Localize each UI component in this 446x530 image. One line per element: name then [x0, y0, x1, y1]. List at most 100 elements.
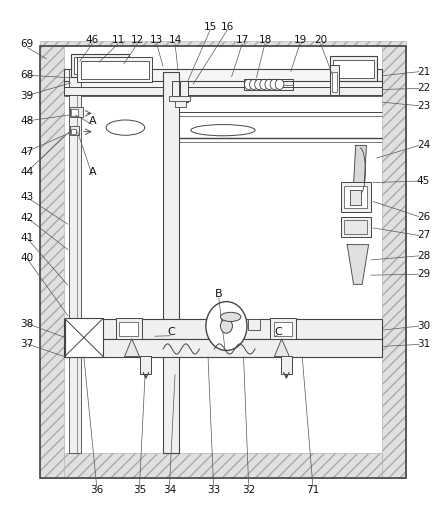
Text: 29: 29	[417, 269, 430, 279]
Bar	[163, 72, 179, 453]
Bar	[120, 322, 138, 336]
Bar	[169, 96, 190, 101]
Text: 14: 14	[169, 35, 182, 45]
Text: 33: 33	[207, 485, 220, 495]
Circle shape	[244, 80, 253, 90]
Bar	[330, 65, 339, 94]
Bar	[40, 46, 64, 478]
Text: 24: 24	[417, 140, 430, 151]
Circle shape	[206, 302, 247, 350]
Text: 71: 71	[306, 485, 319, 495]
Text: 35: 35	[133, 485, 146, 495]
Text: 38: 38	[20, 319, 33, 329]
Bar	[382, 46, 406, 478]
Text: 48: 48	[20, 116, 33, 126]
Bar	[78, 57, 153, 82]
Bar	[175, 100, 186, 107]
Bar	[64, 87, 382, 94]
Text: 22: 22	[417, 83, 430, 93]
Text: 19: 19	[293, 35, 307, 45]
Text: 31: 31	[417, 339, 430, 349]
Text: 44: 44	[20, 167, 33, 177]
Text: 39: 39	[20, 91, 33, 101]
Bar	[64, 320, 382, 339]
Text: 27: 27	[417, 231, 430, 241]
Bar	[172, 81, 179, 96]
Bar	[74, 57, 125, 74]
Text: 18: 18	[258, 35, 272, 45]
Bar	[273, 322, 293, 336]
Text: 13: 13	[150, 35, 163, 45]
Text: 40: 40	[21, 253, 33, 263]
Bar	[281, 356, 292, 374]
Bar	[334, 60, 374, 78]
Text: 21: 21	[417, 67, 430, 77]
Bar	[64, 339, 382, 357]
Bar	[71, 54, 129, 77]
Bar	[71, 129, 76, 134]
Text: 32: 32	[242, 485, 255, 495]
Text: 20: 20	[314, 35, 327, 45]
Text: 17: 17	[235, 35, 249, 45]
Text: 12: 12	[131, 35, 144, 45]
Bar	[180, 81, 188, 102]
Text: 42: 42	[20, 213, 33, 223]
Text: 11: 11	[112, 35, 125, 45]
Bar	[70, 126, 79, 135]
Text: 37: 37	[20, 339, 33, 349]
Bar	[71, 109, 78, 116]
Text: 69: 69	[20, 39, 33, 49]
Bar	[244, 80, 293, 91]
Text: 34: 34	[163, 485, 176, 495]
Circle shape	[220, 319, 232, 333]
Text: 68: 68	[20, 70, 33, 80]
Text: 26: 26	[417, 211, 430, 222]
Bar	[69, 69, 81, 453]
Bar	[64, 69, 382, 90]
Text: 43: 43	[20, 192, 33, 202]
Text: C: C	[167, 327, 175, 337]
Text: 15: 15	[203, 22, 217, 32]
Bar	[332, 72, 337, 92]
Text: A: A	[89, 167, 96, 177]
Bar	[344, 186, 368, 208]
Text: 16: 16	[221, 22, 234, 32]
Bar	[341, 182, 371, 211]
Circle shape	[260, 80, 268, 90]
Circle shape	[255, 80, 263, 90]
Bar	[81, 61, 149, 79]
Bar	[140, 356, 151, 374]
Polygon shape	[353, 145, 367, 199]
Bar	[344, 220, 368, 234]
Ellipse shape	[220, 312, 241, 322]
Text: 23: 23	[417, 101, 430, 111]
Polygon shape	[124, 339, 140, 357]
Bar	[248, 320, 260, 330]
Text: C: C	[274, 327, 282, 337]
Bar	[65, 319, 103, 357]
Text: 36: 36	[90, 485, 103, 495]
Text: 28: 28	[417, 251, 430, 261]
Bar	[341, 217, 371, 237]
Bar	[70, 107, 83, 118]
Bar	[64, 69, 382, 453]
Text: 46: 46	[86, 35, 99, 45]
Polygon shape	[274, 339, 289, 357]
Circle shape	[250, 80, 258, 90]
Bar	[40, 41, 406, 46]
Circle shape	[270, 80, 279, 90]
Bar	[116, 319, 142, 339]
Text: 47: 47	[20, 146, 33, 156]
Bar	[270, 319, 296, 339]
Text: 45: 45	[417, 176, 430, 186]
Text: 41: 41	[20, 233, 33, 243]
Bar	[330, 56, 377, 81]
Circle shape	[275, 80, 284, 90]
Text: B: B	[215, 289, 223, 299]
Text: A: A	[89, 116, 96, 126]
Circle shape	[265, 80, 273, 90]
Text: 30: 30	[417, 321, 430, 331]
Bar	[40, 46, 406, 478]
Bar	[350, 190, 361, 205]
Bar	[40, 453, 406, 478]
